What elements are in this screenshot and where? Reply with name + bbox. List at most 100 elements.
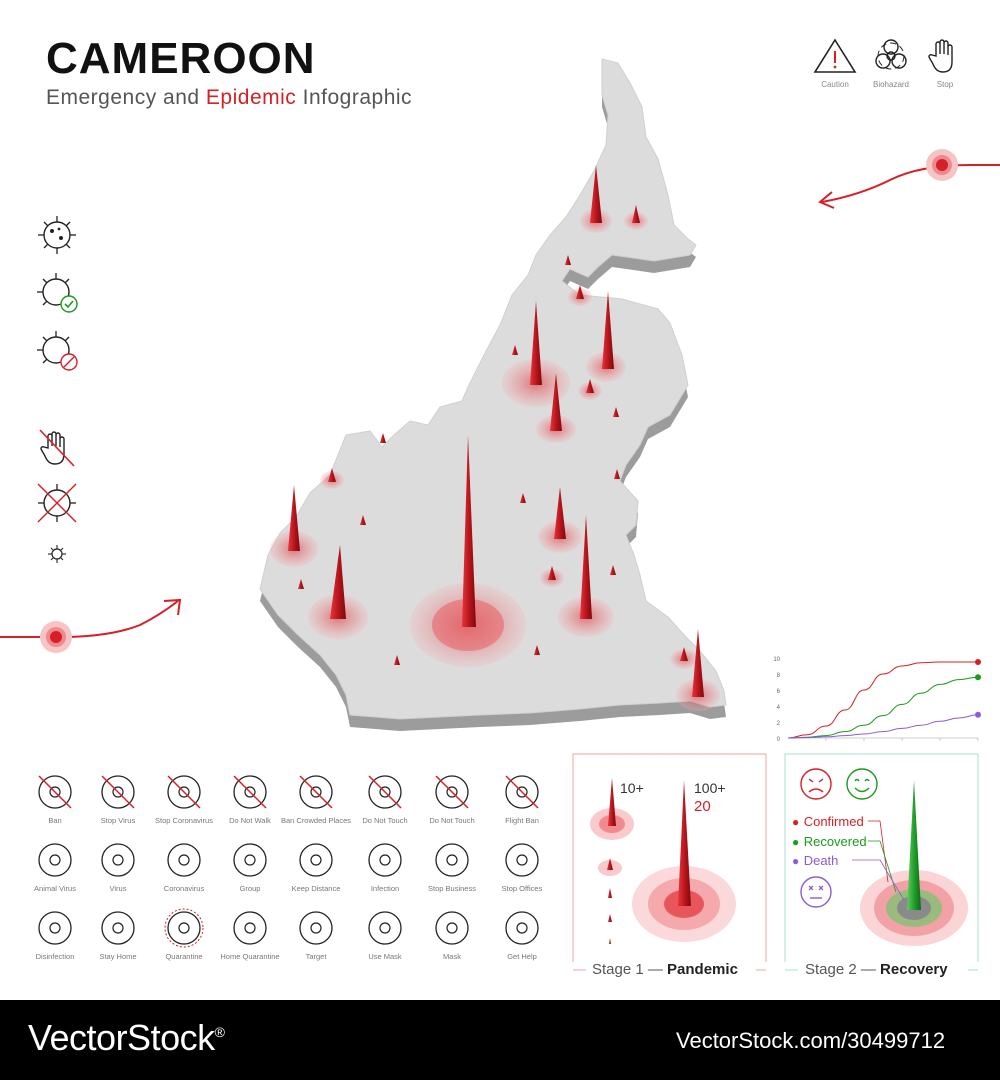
- coronavirus-blocked-icon: [37, 331, 78, 371]
- group-icon: [233, 843, 267, 877]
- use-mask-icon: [368, 911, 402, 945]
- stop-coronavirus-icon: [167, 775, 201, 809]
- chart-ytick-label: 10: [773, 657, 780, 663]
- chart-series-death: [787, 714, 979, 739]
- brand-url: VectorStock.com/30499712: [676, 1028, 946, 1053]
- coronavirus-recovered-icon: [37, 273, 78, 313]
- stage2-label-pre: Stage 2 —: [805, 961, 881, 978]
- stop-hand-icon: [928, 39, 953, 73]
- outgoing-arrow: [0, 598, 182, 653]
- icon-grid-label: Disinfection: [35, 952, 75, 961]
- icon-grid-label: Virus: [109, 884, 127, 893]
- animal-virus-icon: [38, 843, 72, 877]
- flight-ban-icon: [505, 775, 539, 809]
- chart-ytick-label: 8: [777, 673, 781, 679]
- subtitle-accent: Epidemic: [205, 86, 297, 109]
- stage1-panel: [572, 753, 767, 971]
- legend-confirmed: ● Confirmed: [792, 814, 864, 829]
- do-not-touch-hand-icon: [368, 775, 402, 809]
- icon-grid-label: Stay Home: [99, 952, 137, 961]
- sad-face-icon: [800, 768, 832, 800]
- legend-recovered: ● Recovered: [792, 834, 867, 849]
- footer-bar: [0, 1000, 1000, 1080]
- icon-grid-label: Target: [305, 952, 327, 961]
- quarantine-icon: [164, 908, 204, 948]
- stop-virus-icon: [101, 775, 135, 809]
- ban-icon: [38, 775, 72, 809]
- keep-distance-icon: [299, 843, 333, 877]
- cameroon-map: [259, 58, 727, 731]
- icon-grid-label: Infection: [370, 884, 400, 893]
- icon-grid-label: Quarantine: [165, 952, 203, 961]
- home-quarantine-icon: [233, 911, 267, 945]
- chart-ytick-label: 4: [777, 705, 781, 711]
- chart-ytick-label: 0: [777, 737, 781, 743]
- chart-series-confirmed: [787, 661, 978, 739]
- icon-grid-label: Stop Offices: [501, 884, 543, 893]
- legend-recovered-label: Recovered: [803, 834, 867, 849]
- page-title: CAMEROON: [46, 34, 316, 83]
- icon-grid-label: Do Not Touch: [429, 816, 475, 825]
- stop-offices-icon: [505, 843, 539, 877]
- icon-grid-label: Animal Virus: [34, 884, 76, 893]
- chart-ytick-label: 2: [777, 721, 781, 727]
- coronavirus-icon: [167, 843, 201, 877]
- stay-home-icon: [101, 911, 135, 945]
- icon-grid-label: Stop Virus: [100, 816, 136, 825]
- icon-grid-label: Ban Crowded Places: [280, 816, 352, 825]
- chart-point-recovered: [975, 674, 981, 681]
- stage2-label: Stage 2 — Recovery: [805, 961, 948, 978]
- target-icon: [299, 911, 333, 945]
- stage1-label-bold: Pandemic: [667, 961, 738, 978]
- icon-grid-label: Do Not Walk: [229, 816, 271, 825]
- icon-grid-label: Get Help: [507, 952, 537, 961]
- chart-point-death: [975, 711, 981, 718]
- do-not-touch-eye-icon: [435, 775, 469, 809]
- icon-grid-label: Home Quarantine: [220, 952, 280, 961]
- small-virus-icon: [48, 545, 66, 563]
- infection-icon: [368, 843, 402, 877]
- icon-grid-label: Do Not Touch: [362, 816, 408, 825]
- stage1-label-pre: Stage 1 —: [592, 961, 668, 978]
- mask-icon: [435, 911, 469, 945]
- icon-grid-label: Mask: [443, 952, 461, 961]
- ban-crowded-places-icon: [299, 775, 333, 809]
- page-subtitle: Emergency and Epidemic Infographic: [46, 86, 412, 110]
- stage1-small-value: 10+: [620, 780, 644, 796]
- line-chart: 0 2 4 6 8 10: [773, 657, 981, 743]
- stage2-label-bold: Recovery: [880, 961, 948, 978]
- no-hand-icon: [39, 429, 75, 467]
- legend-death: ● Death: [792, 853, 839, 868]
- dead-face-icon: [800, 876, 832, 908]
- chart-series-recovered: [787, 676, 979, 739]
- icon-grid-label: Group: [239, 884, 261, 893]
- incoming-arrow: [818, 149, 1000, 209]
- icon-grid-label: Stop Coronavirus: [155, 816, 213, 825]
- virus-icon: [101, 843, 135, 877]
- icon-grid-label: Ban: [48, 816, 62, 825]
- icon-grid-label: Stop Business: [428, 884, 476, 893]
- icon-grid-label: Coronavirus: [163, 884, 205, 893]
- get-help-icon: [505, 911, 539, 945]
- stage1-big-value: 100+: [694, 780, 726, 796]
- biohazard-icon: [875, 39, 907, 70]
- stop-label: Stop: [936, 80, 954, 89]
- biohazard-label: Biohazard: [872, 80, 910, 89]
- happy-face-icon: [846, 768, 878, 800]
- caution-triangle-icon: [813, 38, 857, 73]
- icon-grid-label: Flight Ban: [505, 816, 539, 825]
- legend-death-label: Death: [803, 853, 839, 868]
- chart-ytick-label: 6: [777, 689, 781, 695]
- caution-label: Caution: [821, 80, 849, 89]
- stage2-panel: [784, 753, 979, 971]
- legend-confirmed-label: Confirmed: [803, 814, 864, 829]
- stage1-label: Stage 1 — Pandemic: [592, 961, 738, 978]
- map-spikes: [288, 165, 704, 697]
- disinfection-icon: [38, 911, 72, 945]
- icon-grid-label: Use Mask: [368, 952, 402, 961]
- stage1-count: 20: [694, 798, 711, 815]
- chart-point-confirmed: [975, 659, 981, 665]
- icon-grid-label: Keep Distance: [291, 884, 341, 893]
- do-not-walk-icon: [233, 775, 267, 809]
- stop-business-icon: [435, 843, 469, 877]
